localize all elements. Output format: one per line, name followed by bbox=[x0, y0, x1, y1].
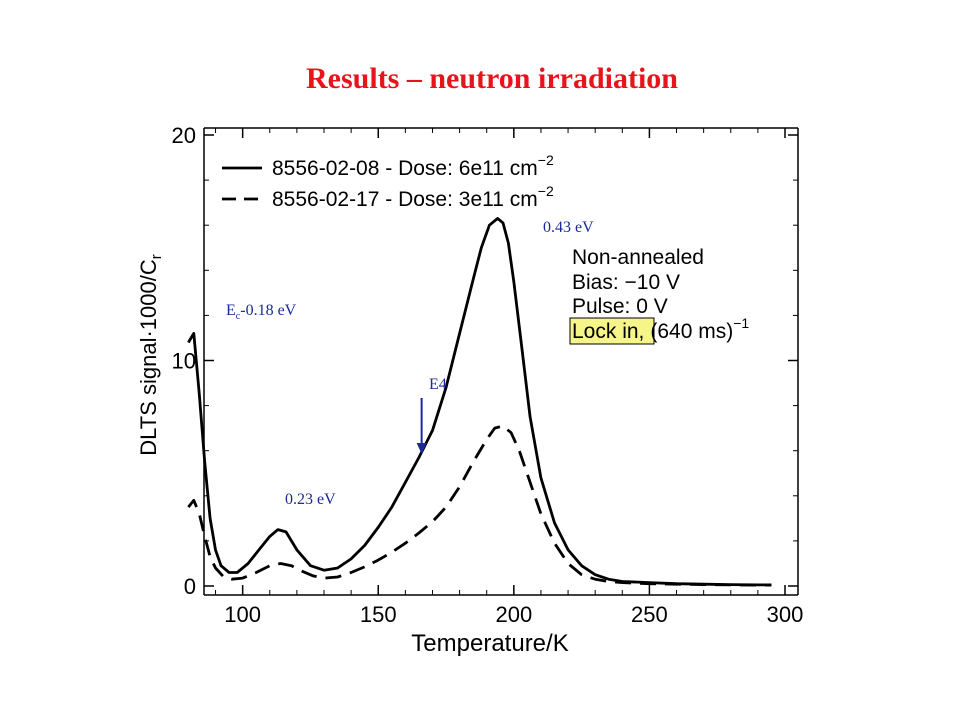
legend-label-1: 8556-02-08 - Dose: 6e11 cm−2 bbox=[272, 152, 554, 180]
condition-annealing: Non-annealed bbox=[572, 246, 704, 269]
x-tick-label-300: 300 bbox=[767, 602, 804, 627]
e4-arrow-head bbox=[416, 442, 427, 454]
annotation-0.43ev: 0.43 eV bbox=[543, 219, 594, 236]
x-tick-label-250: 250 bbox=[631, 602, 668, 627]
y-axis-label: DLTS signal·1000/Cr bbox=[136, 254, 165, 455]
annotation-ec-0.18ev: Ec-0.18 eV bbox=[226, 302, 297, 323]
slide-title: Results – neutron irradiation bbox=[306, 62, 678, 95]
y-tick-label-20: 20 bbox=[172, 123, 196, 148]
annotation-e4: E4 bbox=[429, 376, 447, 393]
condition-lock-in: Lock in, (640 ms)−1 bbox=[572, 315, 749, 343]
lock-in-highlight bbox=[569, 317, 655, 345]
x-tick-label-100: 100 bbox=[224, 602, 261, 627]
x-axis-label: Temperature/K bbox=[411, 630, 568, 657]
series-line-2 bbox=[187, 424, 772, 587]
y-tick-label-10: 10 bbox=[172, 349, 196, 374]
y-tick-label-0: 0 bbox=[184, 574, 196, 599]
legend-label-2: 8556-02-17 - Dose: 3e11 cm−2 bbox=[272, 183, 554, 211]
annotation-0.23ev: 0.23 eV bbox=[285, 491, 336, 508]
x-tick-label-150: 150 bbox=[360, 602, 397, 627]
condition-pulse: Pulse: 0 V bbox=[572, 295, 668, 318]
condition-bias: Bias: −10 V bbox=[572, 271, 680, 294]
series-line-1 bbox=[187, 217, 772, 587]
x-tick-label-200: 200 bbox=[495, 602, 532, 627]
